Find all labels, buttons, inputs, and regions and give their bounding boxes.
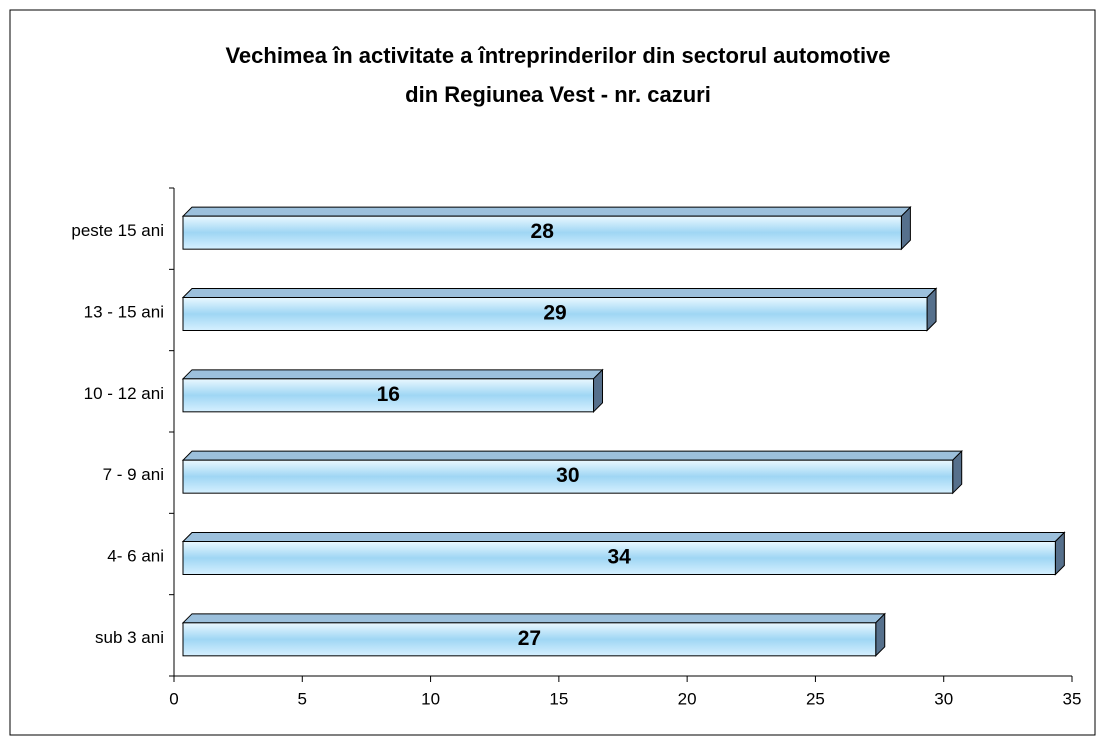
y-tick-label: 4- 6 ani (107, 546, 164, 565)
bar-front (182, 297, 928, 331)
chart-title: Vechimea în activitate a întreprinderilo… (225, 43, 890, 68)
x-tick-label: 5 (298, 689, 307, 708)
bar (181, 531, 1066, 576)
chart-title: din Regiunea Vest - nr. cazuri (405, 82, 711, 107)
bar (181, 449, 963, 495)
x-tick-label: 20 (678, 689, 697, 708)
bar-top (181, 206, 912, 217)
bar-front (182, 622, 877, 657)
data-label: 29 (543, 302, 566, 325)
data-label: 16 (377, 383, 400, 406)
data-label: 28 (531, 220, 555, 243)
bar-front (182, 215, 902, 250)
data-label: 30 (556, 464, 579, 487)
x-tick-label: 0 (169, 689, 178, 708)
bar (181, 287, 938, 332)
data-label: 27 (518, 627, 541, 650)
x-tick-label: 10 (421, 689, 440, 708)
x-tick-label: 30 (934, 689, 953, 708)
bar (181, 368, 604, 414)
y-tick-label: peste 15 ani (71, 221, 164, 240)
bar-front (182, 459, 954, 494)
bar (181, 205, 912, 251)
bar-top (181, 288, 938, 298)
y-tick-label: sub 3 ani (95, 628, 164, 647)
y-tick-label: 13 - 15 ani (84, 302, 164, 321)
y-tick-label: 7 - 9 ani (103, 465, 164, 484)
bar-top (181, 613, 886, 624)
bar-top (181, 450, 963, 461)
bar (181, 612, 886, 658)
x-tick-label: 15 (549, 689, 568, 708)
bar-top (181, 369, 604, 380)
bar-front (182, 378, 595, 413)
data-label: 34 (607, 546, 631, 569)
bar-front (182, 541, 1056, 575)
x-tick-label: 35 (1063, 689, 1082, 708)
bar-top (181, 532, 1066, 542)
y-tick-label: 10 - 12 ani (84, 384, 164, 403)
x-tick-label: 25 (806, 689, 825, 708)
